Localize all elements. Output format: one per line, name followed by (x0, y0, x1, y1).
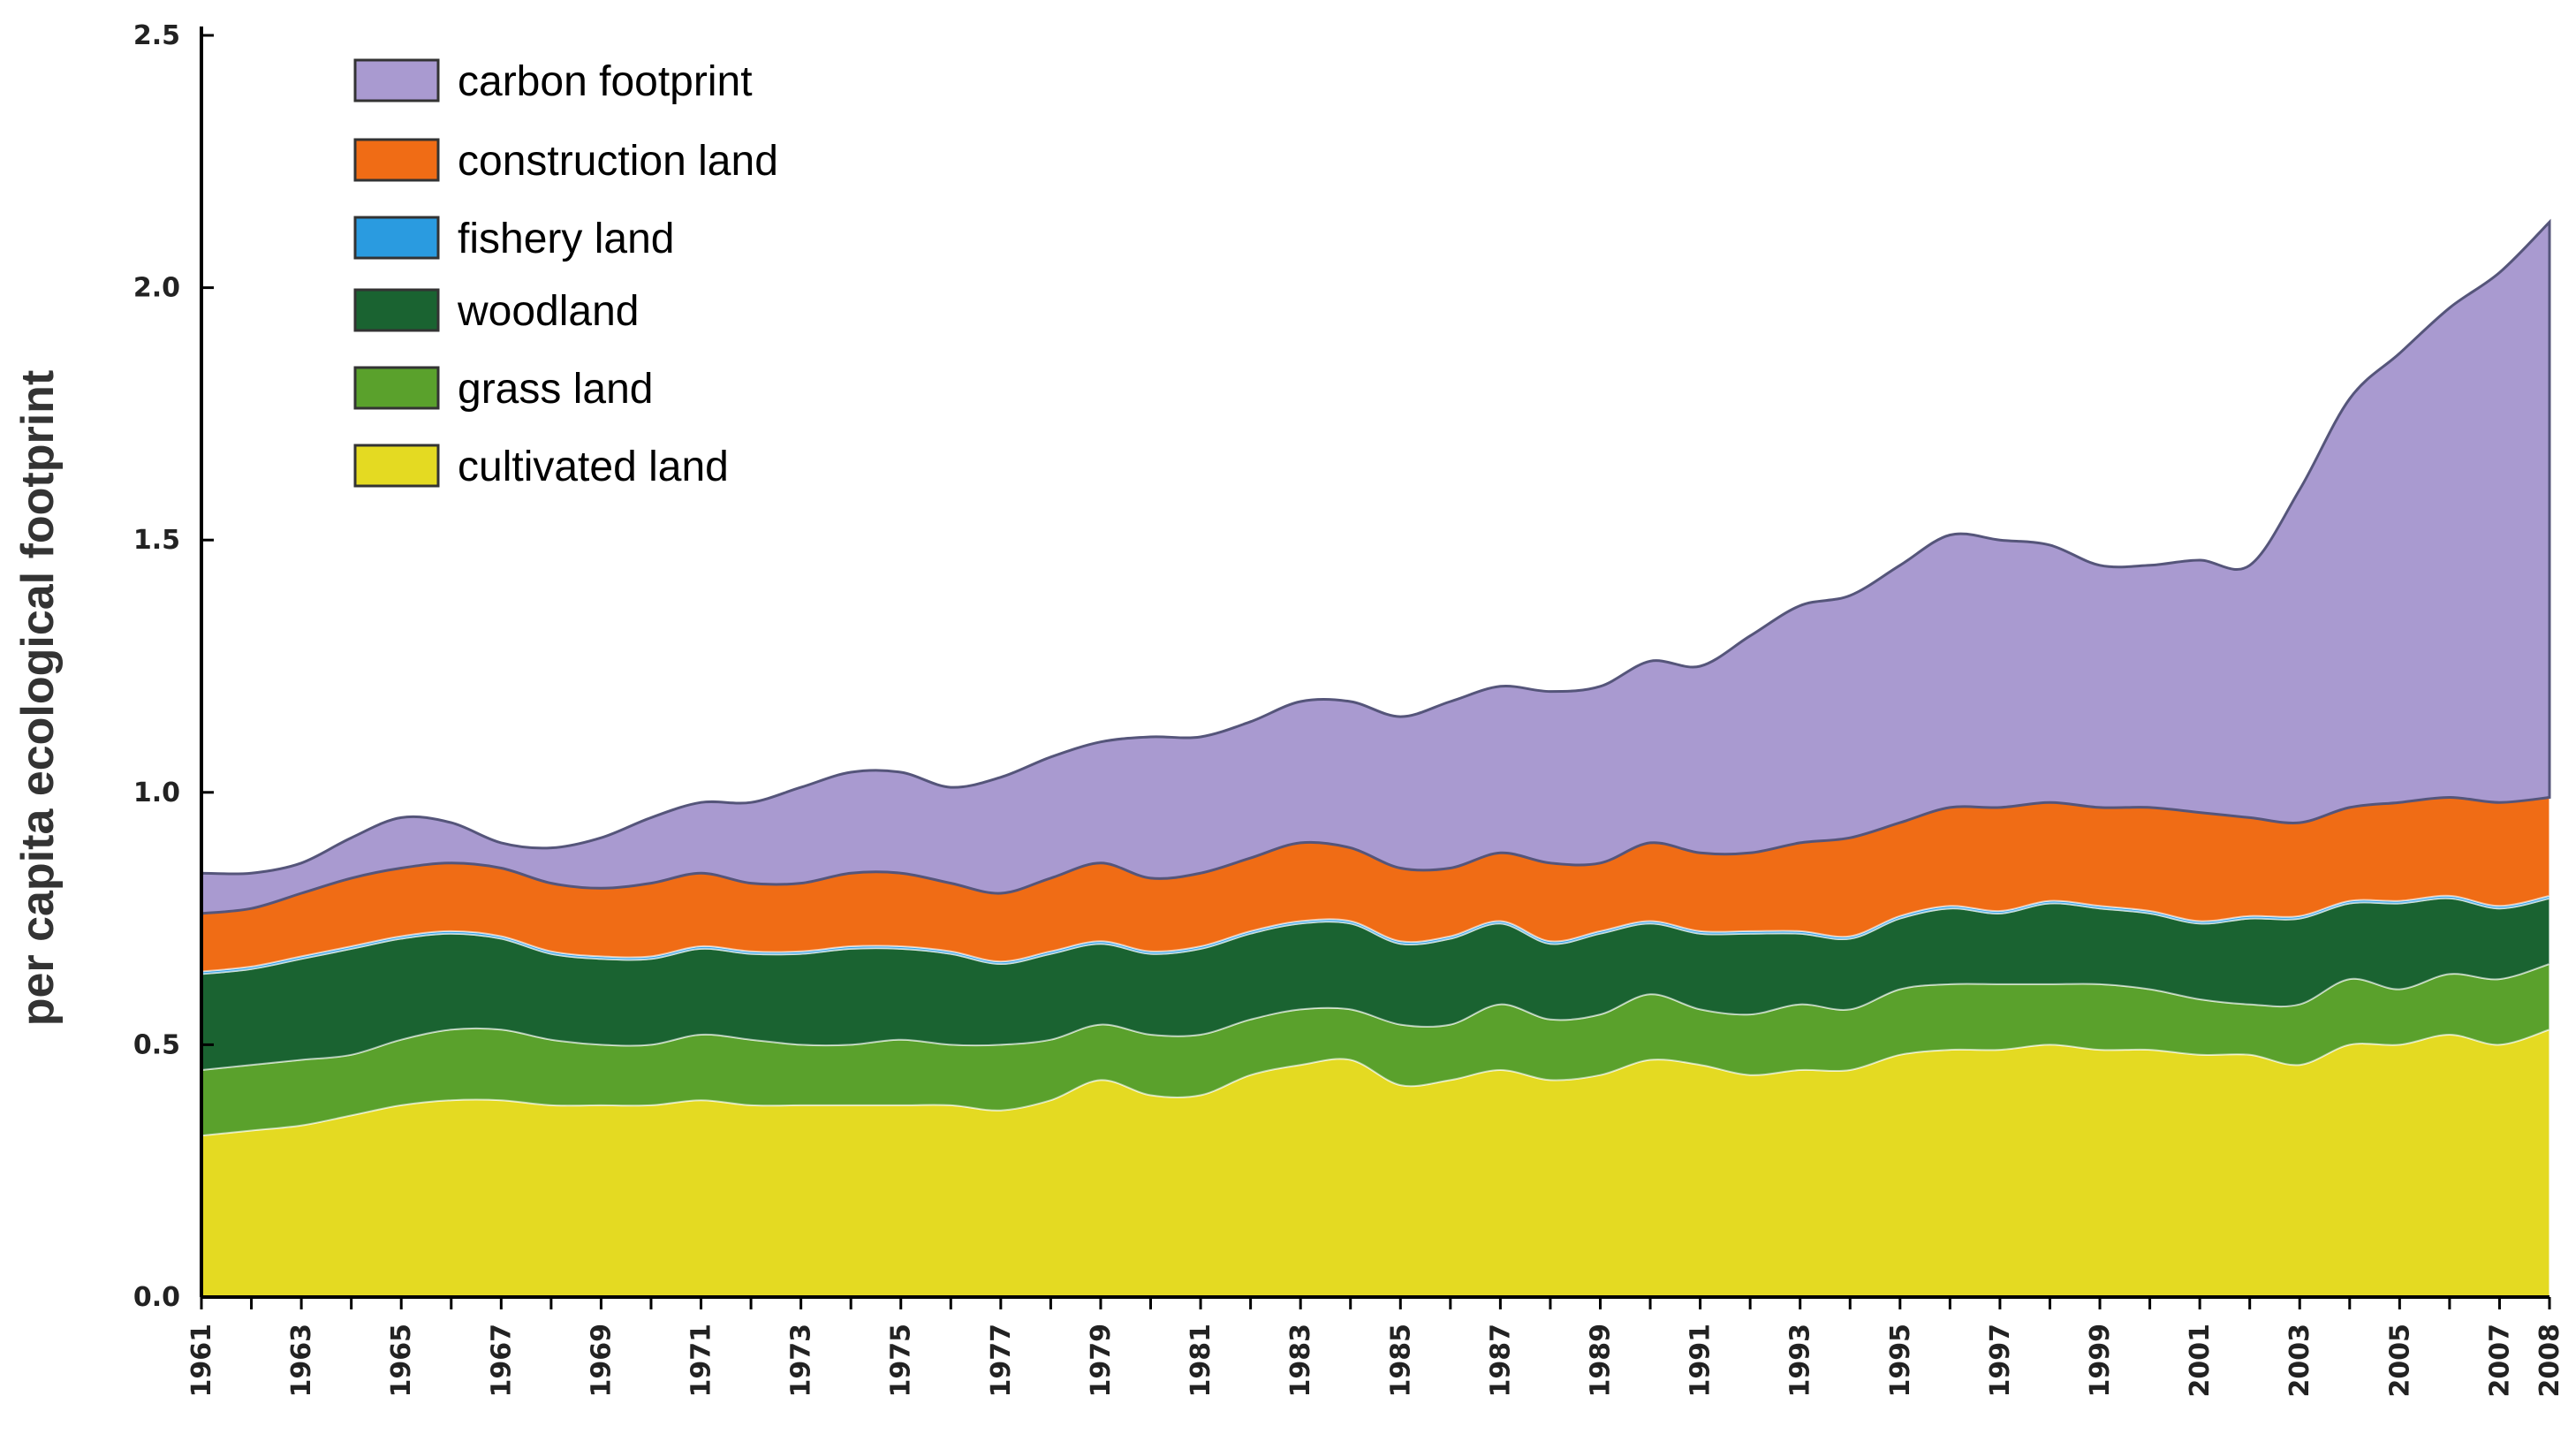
x-tick-label: 1981 (1186, 1324, 1216, 1398)
x-tick-label: 1991 (1686, 1324, 1716, 1398)
legend-swatch-carbon-footprint (353, 58, 440, 102)
legend-label-woodland: woodland (457, 288, 640, 335)
x-tick-label: 2001 (2185, 1324, 2216, 1398)
x-tick-label: 1969 (586, 1324, 617, 1398)
x-tick-label: 1985 (1385, 1324, 1416, 1398)
x-tick-label: 1979 (1086, 1324, 1117, 1398)
x-tick-label: 1963 (286, 1324, 317, 1398)
x-tick-label: 2005 (2384, 1324, 2415, 1398)
legend-swatch-grass-land (353, 366, 440, 410)
area-carbon-footprint (200, 218, 2551, 915)
legend-label-grass-land: grass land (458, 366, 653, 413)
x-tick-label: 1997 (1985, 1324, 2016, 1398)
legend-label-construction-land: construction land (458, 138, 778, 185)
y-tick-label: 0.0 (133, 1282, 180, 1313)
y-axis-ticks: 0.0 0.5 1.0 1.5 2.0 2.5 (133, 20, 214, 1313)
x-tick-label: 1975 (886, 1324, 917, 1398)
x-axis-ticks: 1961 1963 1965 1967 1969 1971 1973 1975 1977 1979… (186, 1297, 2565, 1398)
x-tick-label: 1967 (486, 1324, 517, 1398)
legend-swatch-cultivated-land (353, 444, 440, 488)
y-tick-label: 1.5 (133, 525, 180, 556)
axes (200, 27, 2549, 1299)
y-tick-label: 0.5 (133, 1029, 180, 1060)
x-tick-label: 1973 (786, 1324, 817, 1398)
legend: carbon footprint construction land fishery… (353, 58, 778, 490)
x-tick-label: 1987 (1485, 1324, 1516, 1398)
legend-label-fishery-land: fishery land (458, 216, 674, 262)
y-axis-label: per capita ecological footprint (12, 370, 64, 1027)
y-tick-label: 2.5 (133, 20, 180, 51)
x-tick-label: 1999 (2085, 1324, 2116, 1398)
x-tick-label: 2008 (2534, 1324, 2565, 1398)
x-tick-label: 1995 (1885, 1324, 1916, 1398)
x-tick-label: 1989 (1585, 1324, 1616, 1398)
x-tick-label: 1965 (386, 1324, 417, 1398)
legend-label-cultivated-land: cultivated land (458, 444, 729, 490)
legend-label-carbon-footprint: carbon footprint (458, 58, 753, 105)
legend-swatch-construction-land (353, 138, 440, 182)
y-tick-label: 1.0 (133, 778, 180, 808)
x-tick-label: 1983 (1285, 1324, 1316, 1398)
legend-swatch-fishery-land (353, 216, 440, 260)
x-tick-label: 1993 (1785, 1324, 1816, 1398)
x-tick-label: 2003 (2284, 1324, 2315, 1398)
legend-swatch-woodland (353, 288, 440, 332)
x-tick-label: 1977 (986, 1324, 1017, 1398)
x-tick-label: 1961 (186, 1324, 217, 1398)
y-tick-label: 2.0 (133, 273, 180, 304)
x-tick-label: 1971 (686, 1324, 717, 1398)
x-tick-label: 2007 (2484, 1324, 2515, 1398)
area-layers (200, 218, 2551, 1298)
